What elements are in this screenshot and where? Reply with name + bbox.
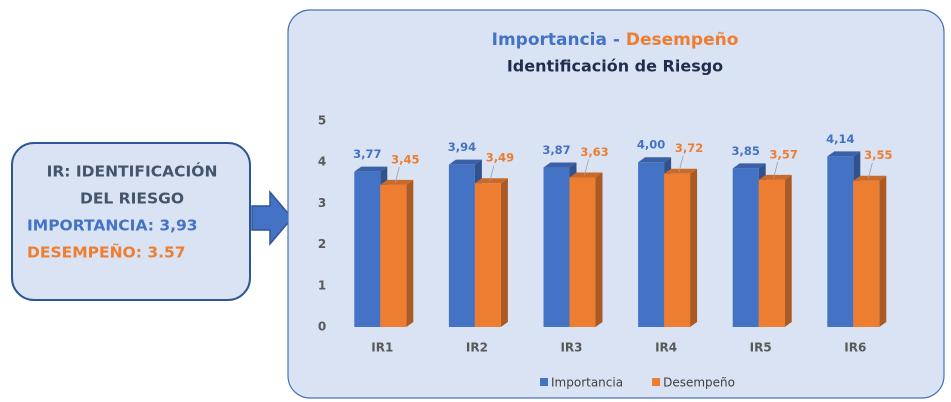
arrow [251, 189, 293, 247]
y-tick-label: 0 [318, 320, 326, 334]
bar [758, 179, 785, 327]
value-label: 3,57 [770, 147, 798, 161]
value-label: 3,77 [353, 147, 381, 161]
bar-side [595, 172, 603, 327]
bar-top [638, 157, 672, 163]
y-tick-label: 1 [318, 278, 326, 292]
bar-top [664, 168, 698, 174]
x-tick-label: IR1 [371, 341, 393, 355]
bar [569, 177, 596, 327]
leader-line [678, 155, 684, 172]
legend-swatch [652, 378, 661, 386]
title-part: - [613, 30, 620, 50]
leader-line [489, 165, 495, 182]
bar [827, 156, 854, 327]
x-tick-label: IR6 [844, 341, 866, 355]
value-label: 3,87 [542, 143, 570, 157]
x-tick-label: IR5 [750, 341, 772, 355]
value-label: 3,63 [580, 145, 608, 159]
callout-box [11, 142, 251, 301]
x-tick-label: IR3 [560, 341, 582, 355]
y-tick-label: 5 [318, 114, 326, 128]
bar-side [784, 174, 792, 327]
leader-line [584, 159, 589, 176]
value-label: 4,14 [826, 132, 854, 146]
legend-label: Importancia [551, 376, 623, 390]
bar-side [500, 178, 508, 327]
bar [474, 183, 501, 327]
bar [664, 173, 691, 327]
value-label: 4,00 [637, 138, 665, 152]
value-label: 3,94 [448, 140, 476, 154]
callout-line: IR: IDENTIFICACIÓN [47, 162, 218, 181]
bar-side [879, 175, 887, 327]
y-tick-label: 4 [318, 155, 326, 169]
value-label: 3,45 [391, 152, 419, 166]
chart-title: Importancia - Desempeño [492, 30, 739, 50]
bar [732, 168, 759, 327]
bar-side [690, 168, 698, 327]
bar-top [853, 175, 887, 181]
callout-importance: IMPORTANCIA: 3,93 [27, 217, 198, 235]
bar-side [406, 179, 414, 327]
bar-top [543, 162, 577, 168]
callout-line: DEL RIESGO [80, 190, 184, 208]
bar-top [448, 159, 482, 165]
bar-top [354, 166, 388, 172]
bar [638, 162, 665, 327]
value-label: 3,72 [675, 141, 703, 155]
legend-swatch [540, 378, 548, 386]
leader-line [867, 162, 873, 179]
bar-top [732, 163, 766, 169]
bar [354, 171, 381, 327]
bar [448, 164, 475, 327]
bar [380, 184, 407, 327]
bar-top [569, 172, 603, 178]
leader-line [394, 166, 400, 183]
y-tick-label: 3 [318, 196, 326, 210]
leader-line [773, 161, 779, 179]
x-tick-label: IR4 [655, 341, 677, 355]
x-tick-label: IR2 [466, 341, 488, 355]
bar [853, 180, 880, 327]
y-tick-label: 2 [318, 237, 326, 251]
title-part: Desempeño [626, 30, 738, 50]
chart-subtitle: Identificación de Riesgo [507, 57, 723, 76]
bar [543, 167, 570, 327]
value-label: 3,49 [486, 151, 514, 165]
bar-top [474, 178, 508, 184]
legend-label: Desempeño [663, 376, 735, 390]
title-part: Importancia [492, 30, 607, 50]
callout-performance: DESEMPEÑO: 3.57 [27, 243, 186, 262]
bar-top [758, 174, 792, 180]
value-label: 3,85 [732, 144, 760, 158]
bar-top [827, 151, 861, 157]
bar-top [380, 179, 414, 185]
value-label: 3,55 [864, 148, 892, 162]
